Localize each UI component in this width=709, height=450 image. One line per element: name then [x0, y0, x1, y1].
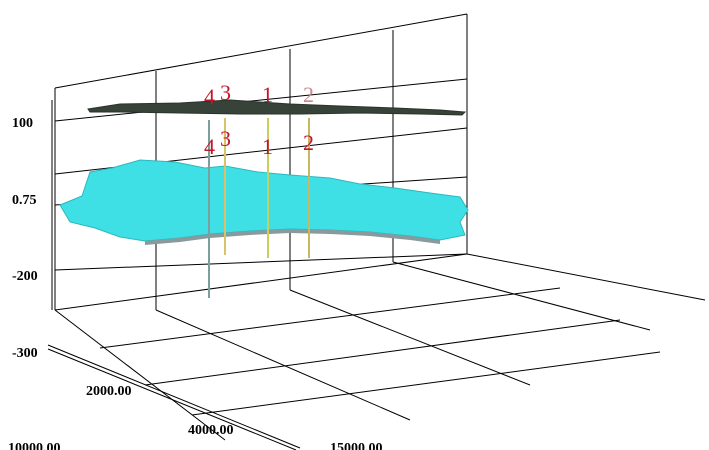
well-label-top-1: 1	[262, 82, 273, 107]
x-tick-1: 10000.00	[8, 441, 61, 450]
well-label-top-4: 4	[204, 84, 215, 109]
y-tick-2: 4000.00	[188, 423, 234, 438]
z-tick-3: -200	[12, 269, 38, 284]
floor-grid	[47, 253, 706, 450]
well-label-bottom-4: 4	[204, 134, 215, 159]
surface-cyan	[59, 159, 469, 245]
well-label-bottom-2: 2	[303, 130, 314, 155]
well-sticks	[208, 118, 310, 298]
z-tick-1: 100	[12, 116, 33, 131]
well-label-bottom-3: 3	[220, 126, 231, 151]
z-tick-4: -300	[12, 346, 38, 361]
surface-top	[87, 99, 467, 116]
well-label-top-2: 2	[303, 82, 314, 107]
y-tick-1: 2000.00	[86, 384, 132, 399]
well-label-bottom-1: 1	[262, 134, 273, 159]
z-tick-2: 0.75	[12, 193, 37, 208]
well-label-top-3: 3	[220, 80, 231, 105]
x-tick-2: 15000.00	[330, 441, 383, 450]
